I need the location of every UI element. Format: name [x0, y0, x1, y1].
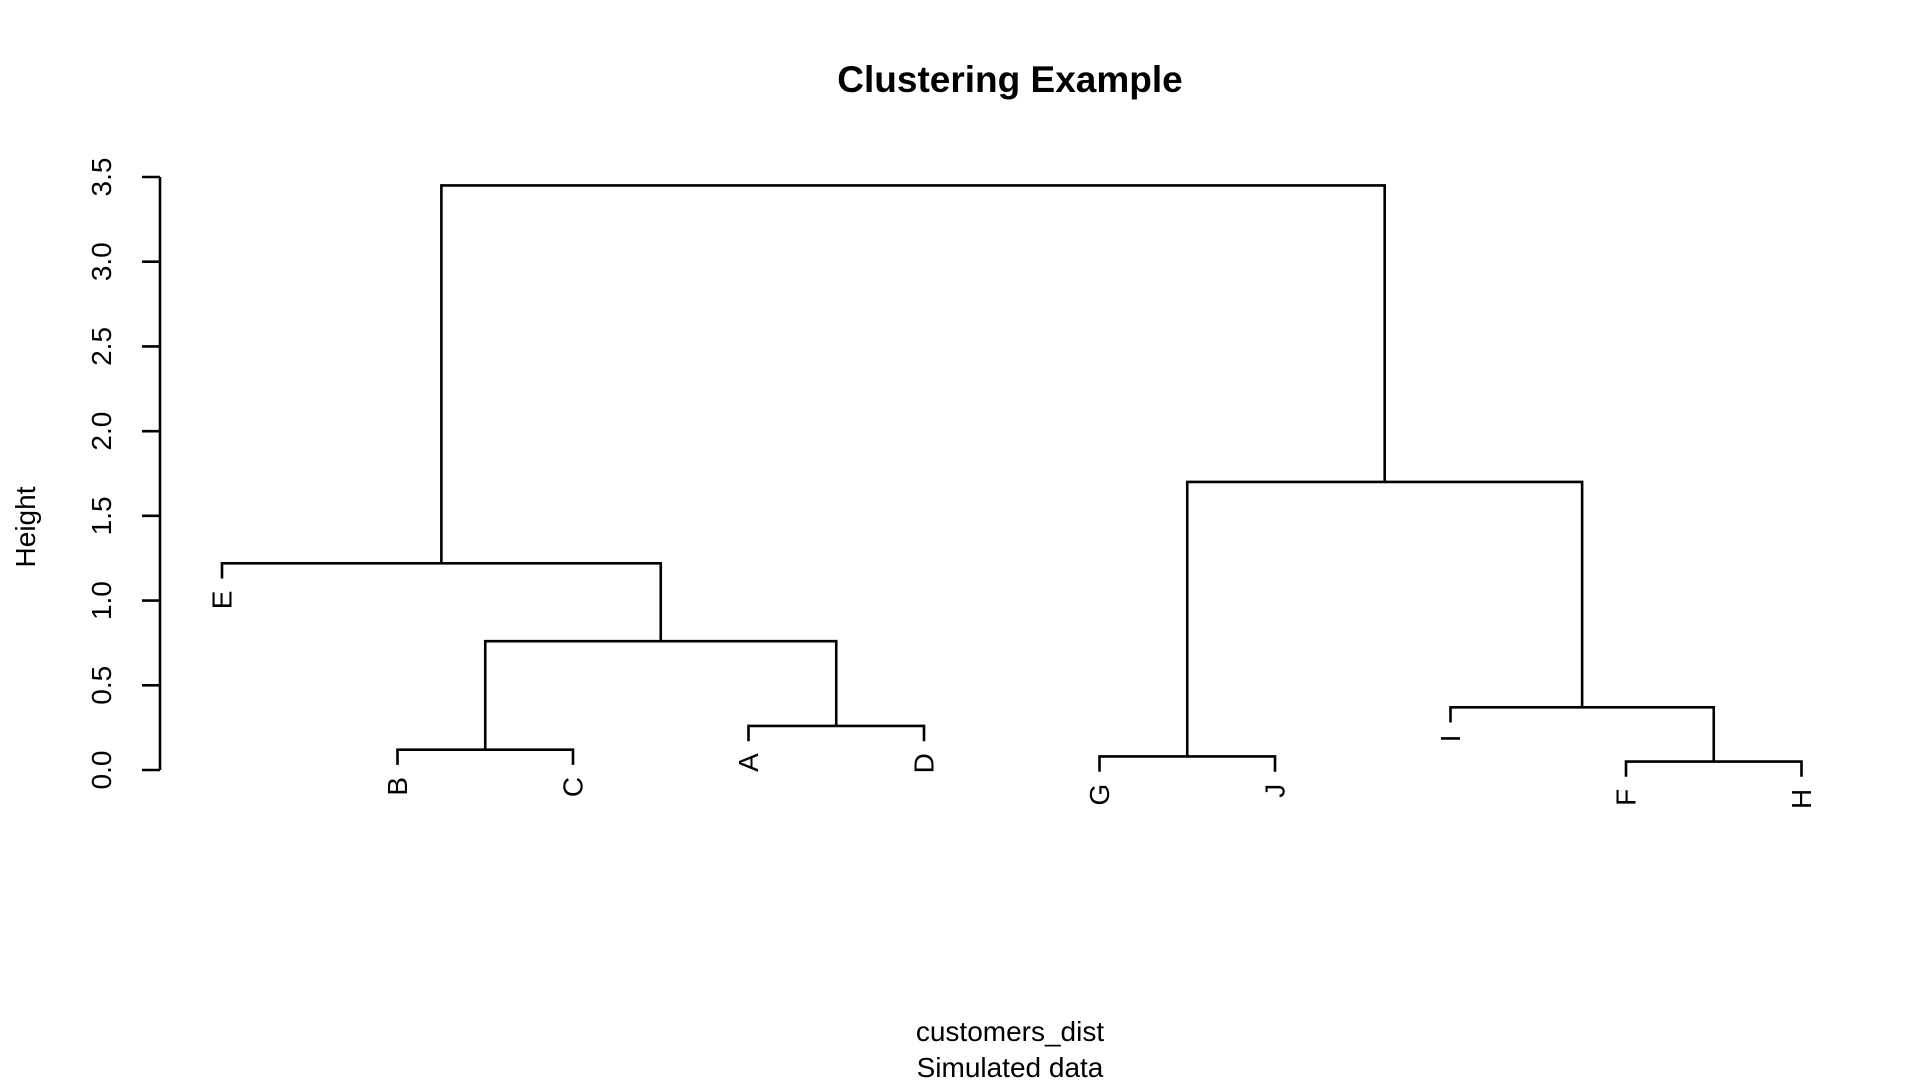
y-tick-label: 1.0 [86, 581, 117, 620]
x-axis-label: customers_dist [916, 1016, 1105, 1047]
dendrogram-links [220, 184, 1803, 777]
dendrogram-link [1185, 480, 1584, 757]
dendrogram-link [396, 748, 575, 765]
y-tick-label: 0.5 [86, 666, 117, 705]
dendrogram-link [220, 561, 663, 642]
y-tick-label: 3.5 [86, 158, 117, 197]
dendrogram-link [1098, 755, 1277, 772]
y-tick-label: 2.0 [86, 412, 117, 451]
leaf-label-c: C [558, 777, 589, 797]
leaf-label-i: I [1435, 735, 1466, 743]
chart-subtitle: Simulated data [917, 1052, 1104, 1080]
leaf-label-a: A [733, 753, 764, 772]
leaf-label-f: F [1611, 789, 1642, 806]
y-axis-label: Height [10, 486, 41, 567]
leaf-label-g: G [1084, 784, 1115, 806]
y-axis: 0.0 0.5 1.0 1.5 2.0 2.5 3.0 3.5 [86, 158, 162, 790]
dendrogram-link [483, 639, 838, 750]
chart-title: Clustering Example [837, 59, 1182, 100]
y-tick-label: 0.0 [86, 751, 117, 790]
leaf-label-e: E [207, 591, 238, 610]
y-tick-label: 2.5 [86, 327, 117, 366]
leaf-label-b: B [382, 777, 413, 796]
y-tick-label: 1.5 [86, 496, 117, 535]
dendrogram-link [1449, 706, 1716, 762]
dendrogram-link [1624, 760, 1803, 777]
leaf-labels: E B C A D G J I F H [207, 591, 1818, 809]
dendrogram-link [747, 724, 926, 742]
leaf-label-h: H [1786, 789, 1817, 809]
y-tick-label: 3.0 [86, 242, 117, 281]
leaf-label-j: J [1260, 784, 1291, 798]
leaf-label-d: D [909, 753, 940, 773]
dendrogram-link [440, 184, 1386, 564]
